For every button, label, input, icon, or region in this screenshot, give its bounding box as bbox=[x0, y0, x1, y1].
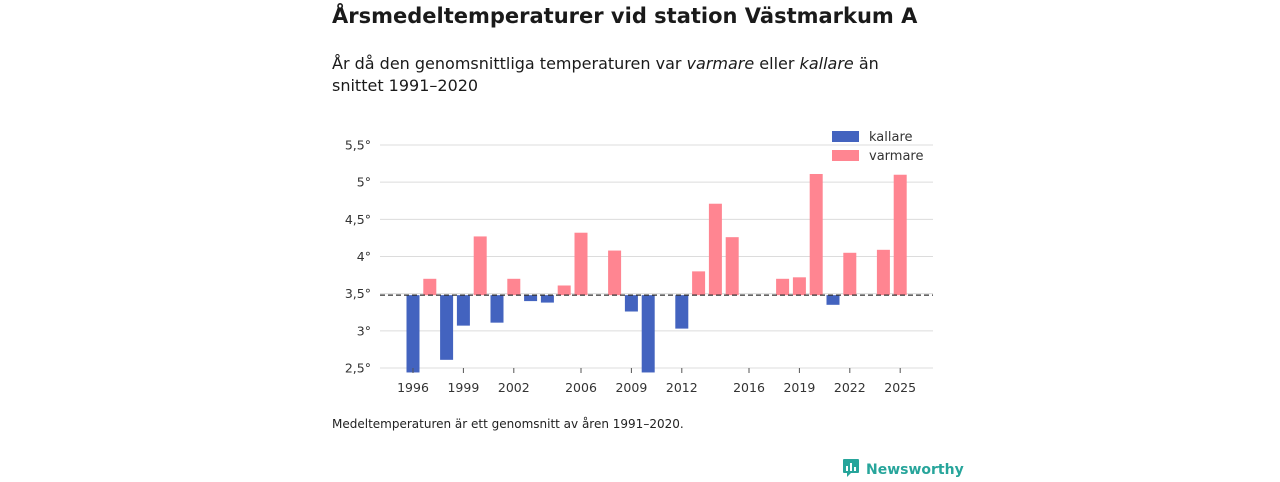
subtitle-warm: varmare bbox=[686, 54, 755, 73]
bar-2012[interactable] bbox=[675, 295, 689, 329]
bar-1998[interactable] bbox=[440, 295, 454, 360]
bar-2008[interactable] bbox=[608, 250, 622, 296]
bar-1997[interactable] bbox=[423, 278, 437, 296]
x-tick-label: 2019 bbox=[783, 380, 815, 395]
bar-2000[interactable] bbox=[473, 236, 487, 296]
y-tick-label: 5,5° bbox=[345, 138, 371, 153]
bar-2019[interactable] bbox=[792, 277, 806, 296]
y-tick-label: 2,5° bbox=[345, 361, 371, 376]
bar-2015[interactable] bbox=[725, 237, 739, 296]
bar-2002[interactable] bbox=[507, 278, 521, 296]
bar-2013[interactable] bbox=[692, 271, 706, 296]
bar-2018[interactable] bbox=[776, 278, 790, 296]
bar-2006[interactable] bbox=[574, 232, 588, 296]
brand-name: Newsworthy bbox=[866, 462, 964, 478]
legend-swatch-varmare bbox=[832, 150, 859, 161]
bar-2025[interactable] bbox=[893, 174, 907, 296]
y-tick-label: 4° bbox=[357, 249, 371, 264]
bar-2003[interactable] bbox=[524, 295, 538, 302]
x-tick-label: 2022 bbox=[834, 380, 866, 395]
bar-2001[interactable] bbox=[490, 295, 504, 323]
x-tick-label: 2006 bbox=[565, 380, 597, 395]
x-tick-label: 2009 bbox=[615, 380, 647, 395]
subtitle-cold: kallare bbox=[799, 54, 854, 73]
bar-2024[interactable] bbox=[876, 249, 890, 296]
bar-1996[interactable] bbox=[406, 295, 420, 373]
bar-2022[interactable] bbox=[843, 252, 857, 296]
temperature-bar-chart: 2,5° 3° 3,5° 4° 4,5° 5° 5,5° 1996 1999 2002 2006 20… bbox=[345, 130, 933, 395]
x-tick-label: 1996 bbox=[397, 380, 429, 395]
y-tick-label: 3° bbox=[357, 323, 371, 338]
legend-label-kallare: kallare bbox=[869, 130, 913, 145]
x-tick-label: 2025 bbox=[884, 380, 916, 395]
subtitle-mid: eller bbox=[754, 54, 800, 73]
bar-2004[interactable] bbox=[540, 295, 554, 303]
bar-2010[interactable] bbox=[641, 295, 655, 373]
bar-2005[interactable] bbox=[557, 285, 571, 296]
x-tick-label: 2016 bbox=[733, 380, 765, 395]
y-tick-label: 3,5° bbox=[345, 286, 371, 301]
footnote: Medeltemperaturen är ett genomsnitt av å… bbox=[332, 417, 684, 431]
y-tick-label: 4,5° bbox=[345, 212, 371, 227]
bar-1999[interactable] bbox=[456, 295, 470, 326]
y-tick-label: 5° bbox=[357, 175, 371, 190]
bar-2009[interactable] bbox=[624, 295, 638, 312]
bar-2014[interactable] bbox=[708, 203, 722, 296]
legend-label-varmare: varmare bbox=[869, 149, 923, 164]
subtitle-pre: År då den genomsnittliga temperaturen va… bbox=[332, 54, 687, 73]
bar-2021[interactable] bbox=[826, 295, 840, 305]
x-tick-label: 2012 bbox=[666, 380, 698, 395]
subtitle-post: än snittet 1991–2020 bbox=[332, 54, 879, 95]
x-tick-label: 2002 bbox=[498, 380, 530, 395]
chart-subtitle: År då den genomsnittliga temperaturen va… bbox=[332, 53, 912, 97]
brand[interactable]: Newsworthy bbox=[842, 458, 964, 482]
newsworthy-logo-icon bbox=[842, 458, 860, 482]
x-tick-label: 1999 bbox=[447, 380, 479, 395]
legend-swatch-kallare bbox=[832, 131, 859, 142]
chart-title: Årsmedeltemperaturer vid station Västmar… bbox=[332, 4, 918, 28]
bar-2020[interactable] bbox=[809, 173, 823, 296]
